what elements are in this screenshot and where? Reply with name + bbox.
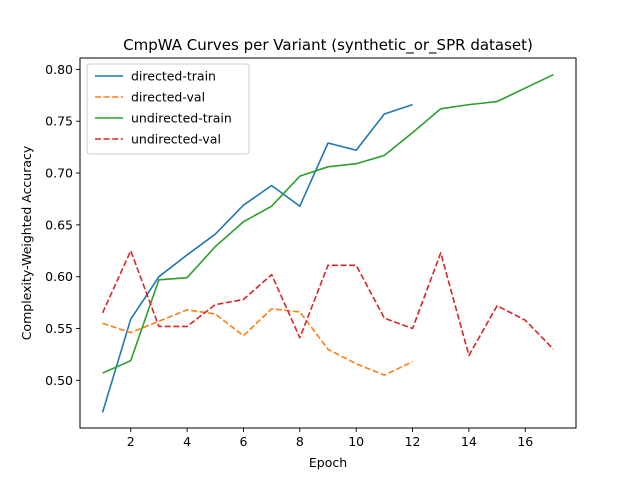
y-tick-label: 0.75 <box>45 114 73 129</box>
legend-label-directed-val: directed-val <box>131 90 205 105</box>
legend-label-undirected-train: undirected-train <box>131 111 232 126</box>
legend-box <box>86 63 250 155</box>
x-tick-label: 6 <box>239 434 247 449</box>
x-axis-ticks: 2 4 6 8 10 12 14 16 <box>127 428 533 449</box>
y-tick-label: 0.60 <box>45 269 73 284</box>
x-tick-label: 4 <box>183 434 191 449</box>
y-axis-ticks: 0.50 0.55 0.60 0.65 0.70 0.75 0.80 <box>45 62 80 388</box>
y-tick-label: 0.50 <box>45 373 73 388</box>
y-tick-label: 0.65 <box>45 217 73 232</box>
x-axis-label: Epoch <box>309 455 347 470</box>
x-tick-label: 2 <box>127 434 135 449</box>
x-tick-label: 16 <box>517 434 533 449</box>
x-tick-label: 12 <box>405 434 421 449</box>
legend: directed-train directed-val undirected-tra… <box>86 63 250 155</box>
y-tick-label: 0.80 <box>45 62 73 77</box>
series-line-undirected-val <box>101 249 555 357</box>
series-line-directed-val <box>102 308 413 376</box>
y-axis-label: Complexity-Weighted Accuracy <box>19 145 34 340</box>
series-line-undirected-train <box>102 73 554 374</box>
series-line-directed-train <box>101 103 413 413</box>
series-layer <box>101 73 555 413</box>
x-tick-label: 14 <box>461 434 477 449</box>
y-tick-label: 0.55 <box>45 321 73 336</box>
legend-label-undirected-val: undirected-val <box>131 132 221 147</box>
plot-frame <box>79 57 577 429</box>
legend-label-directed-train: directed-train <box>131 69 216 84</box>
chart-title: CmpWA Curves per Variant (synthetic_or_S… <box>123 36 533 55</box>
x-tick-label: 10 <box>348 434 364 449</box>
y-tick-label: 0.70 <box>45 166 73 181</box>
x-tick-label: 8 <box>296 434 304 449</box>
